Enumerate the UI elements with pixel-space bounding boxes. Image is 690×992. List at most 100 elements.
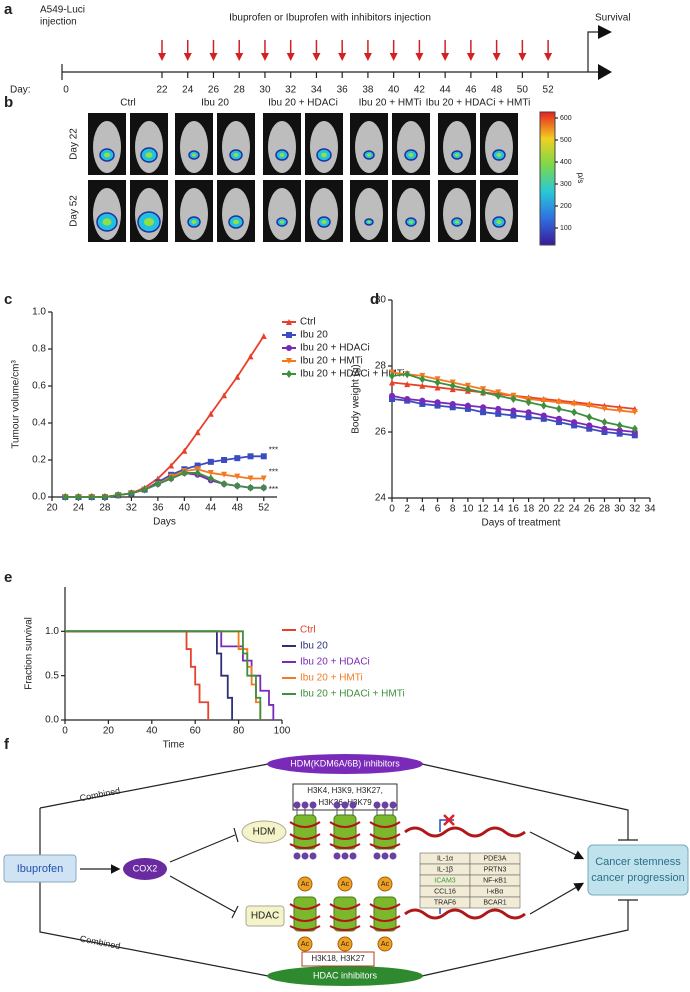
day-tick-label: 26 [208,85,220,96]
injection-arrow-head [338,53,347,61]
methyl [381,852,389,860]
point [601,405,608,412]
panel-label: d [370,291,379,308]
point [525,398,532,407]
x-tick-label: 30 [614,504,626,515]
injection-label: A549-Luci [40,5,85,16]
y-tick-label: 0.6 [32,381,46,392]
point [510,407,517,414]
day-tick-label: 42 [414,85,426,96]
block-mark [443,814,455,908]
x-axis-title: Days [153,517,176,528]
point [510,395,517,403]
y-axis-title: Body weight (g) [351,364,362,433]
point [181,447,188,454]
methyl [293,801,301,809]
mouse-body [355,121,383,173]
x-tick-label: 20 [103,726,115,737]
methyl [341,801,349,809]
injection-arrow-head [260,53,269,61]
methyl [381,801,389,809]
day-tick-label: 34 [311,85,323,96]
hdm: HDM [253,827,276,838]
y-tick-label: 0.2 [32,455,46,466]
signal-core [145,152,153,158]
panel-label: b [4,94,13,111]
signal-core [279,153,285,157]
cox2-ellipse [123,858,167,880]
signal-core [192,153,196,157]
point [616,427,623,434]
point [616,421,623,430]
x-tick-label: 14 [493,504,505,515]
colorbar [539,111,556,246]
point [194,429,201,436]
injection-arrow-head [235,53,244,61]
gene: PRTN3 [484,866,507,873]
timeline-head [598,64,612,80]
acetyl [377,936,393,952]
point [495,391,502,400]
x-tick-label: 32 [126,503,138,514]
point [234,455,241,462]
y-tick-label: 0.4 [32,418,46,429]
gene: TRAF6 [434,899,456,906]
annotation: *** [269,468,278,477]
signal-core [280,220,284,224]
gene: IL-1β [437,866,453,873]
day-tick-label: 24 [182,85,194,96]
point [586,413,593,422]
day-tick-label: 46 [465,85,477,96]
methyl [301,801,309,809]
hdac-inhibitors: HDAC inhibitors [313,970,378,980]
group-label: Ctrl [120,98,136,109]
x-axis-title: Time [163,740,185,751]
y-tick-label: 0.0 [32,492,46,503]
axes [391,300,650,499]
point [168,474,175,483]
point [128,489,135,498]
axes [64,587,282,721]
hdm-marks: H3K4, H3K9, H3K27, [307,786,383,795]
point [495,405,502,412]
signal-core [367,153,371,157]
dna-wrap [289,821,321,849]
hdm-ellipse [241,820,287,844]
nucleosome [293,814,317,850]
point [115,491,122,500]
point [247,353,254,360]
mouse-body [135,121,163,173]
point [449,400,456,407]
day-tick-label: 50 [517,85,529,96]
point [101,493,108,501]
panel-label: c [4,291,12,308]
colorbar-tick-label: 200 [560,203,572,210]
y-axis-title: Fraction survival [24,617,35,690]
point [247,475,254,482]
x-tick-label: 6 [435,504,441,515]
x-tick-label: 28 [599,504,611,515]
point [586,402,593,409]
point [168,462,175,469]
day-tick-label: 0 [63,85,69,96]
day-tick-label: 36 [337,85,349,96]
colorbar-tick-label: 500 [560,137,572,144]
group-label: Ibu 20 + HDACi + HMTi [426,98,531,109]
point [221,471,228,478]
annotation: *** [269,445,278,454]
hdm-inhibitors: HDM(KDM6A/6B) inhibitors [290,758,400,768]
legend-marker [286,358,292,364]
point [434,399,441,406]
signal-core [455,220,459,224]
point [631,409,638,416]
ibuprofen-box [3,854,77,883]
nucleosome [293,896,317,932]
signal-core [409,220,413,224]
mouse-body [222,188,250,240]
injection-arrow-head [363,53,372,61]
day-tick-label: 48 [491,85,503,96]
hdac-inhibitor-ellipse [267,966,423,986]
point [75,493,82,501]
series-line [65,630,233,720]
x-tick-label: 100 [274,726,291,737]
